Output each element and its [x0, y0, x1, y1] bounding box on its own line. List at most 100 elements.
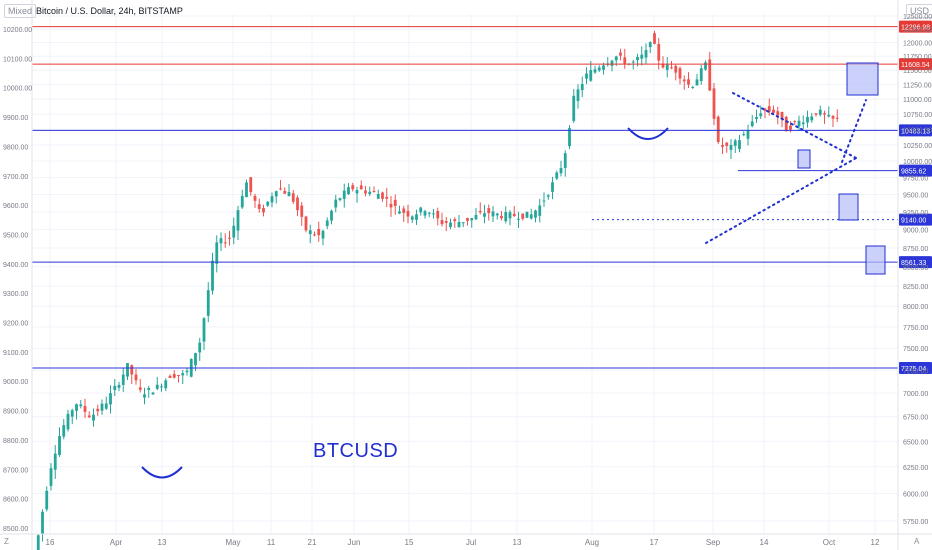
right-tick-label: 10750.00 [903, 112, 932, 119]
candle-body [202, 318, 206, 342]
candle-body [623, 57, 627, 64]
candle-body [296, 197, 299, 211]
right-tick-label: 6250.00 [903, 465, 928, 472]
x-tick-label: 11 [267, 538, 276, 547]
candle-body [338, 198, 342, 201]
right-tick-label: 9500.00 [903, 192, 928, 199]
left-tick-label: 9900.00 [3, 115, 28, 122]
x-tick-label: Aug [585, 538, 599, 547]
candle-body [563, 153, 567, 168]
price-level-tag [899, 20, 932, 33]
candle-body [104, 403, 108, 409]
candle-body [270, 196, 274, 203]
right-tick-label: 12250.00 [903, 27, 932, 34]
candle-body [100, 403, 104, 411]
candle-body [500, 215, 503, 219]
x-tick-label: Sep [706, 538, 721, 547]
x-tick-label: May [225, 538, 240, 547]
projection-box [865, 245, 886, 275]
candle-body [253, 195, 257, 201]
candle-body [308, 230, 312, 235]
candle-body [389, 203, 393, 208]
candle-body [419, 207, 423, 213]
candle-body [704, 62, 707, 70]
right-tick-label: 7000.00 [903, 391, 928, 398]
right-tick-label: 11000.00 [903, 97, 932, 104]
x-tick-label: 15 [405, 538, 414, 547]
candle-body [334, 199, 338, 208]
left-tick-label: 9400.00 [3, 262, 28, 269]
candle-body [466, 218, 469, 221]
ticker-annotation: BTCUSD [313, 440, 399, 462]
candle-body [427, 212, 431, 214]
candle-body [491, 211, 495, 217]
candle-body [551, 182, 554, 192]
candle-body [818, 109, 822, 115]
candle-body [185, 370, 189, 373]
candle-body [436, 211, 440, 219]
candle-body [70, 410, 74, 417]
candle-body [793, 121, 797, 123]
candle-body [206, 290, 210, 316]
candle-body [661, 63, 665, 68]
candle-body [746, 130, 750, 139]
auto-scale-button[interactable]: A [914, 537, 920, 546]
right-tick-label: 12000.00 [903, 41, 932, 48]
candle-body [585, 73, 588, 79]
candle-body [665, 64, 669, 70]
candle-body [525, 211, 529, 218]
candle-body [487, 208, 491, 214]
timezone-button[interactable]: Z [4, 537, 9, 546]
projection-box [797, 149, 811, 169]
price-level-tag-text: 8561.33 [901, 260, 926, 267]
candle-body [580, 84, 584, 91]
projection-box [846, 62, 879, 96]
price-level-tag [899, 58, 932, 71]
candle-body [372, 190, 376, 192]
candle-body [257, 204, 261, 209]
candle-body [517, 218, 520, 220]
candle-body [444, 221, 448, 223]
price-level-tag-text: 9140.00 [901, 218, 926, 225]
candle-body [347, 187, 350, 195]
currency-button[interactable]: USD [906, 4, 932, 18]
candle-body [729, 144, 733, 150]
candle-body [831, 115, 835, 119]
candle-body [678, 68, 682, 79]
price-level-tag-text: 11608.54 [901, 62, 930, 69]
candle-body [109, 393, 112, 405]
candle-body [194, 353, 197, 366]
candle-body [283, 190, 287, 194]
right-tick-label: 8250.00 [903, 284, 928, 291]
rounding-bottom-arc [627, 127, 669, 140]
candle-body [572, 95, 576, 121]
candle-body [313, 234, 316, 236]
candle-body [155, 384, 159, 389]
left-tick-label: 10200.00 [3, 27, 32, 34]
candle-body [610, 60, 614, 66]
right-tick-label: 5750.00 [903, 519, 928, 526]
candle-body [521, 213, 525, 219]
x-tick-label: 14 [760, 538, 769, 547]
candle-body [614, 56, 618, 61]
x-tick-label: 21 [308, 538, 317, 547]
candle-body [368, 191, 372, 195]
x-tick-label: 17 [650, 538, 659, 547]
chart-title: Bitcoin / U.S. Dollar, 24h, BITSTAMP [36, 6, 183, 16]
candle-body [53, 453, 57, 470]
candle-body [151, 392, 155, 395]
candle-body [640, 54, 644, 59]
candle-body [304, 216, 308, 231]
candle-body [483, 213, 486, 217]
left-tick-label: 9300.00 [3, 291, 28, 298]
right-tick-label: 11750.00 [903, 54, 932, 61]
candle-body [359, 185, 363, 190]
candle-body [130, 365, 134, 375]
candle-body [223, 242, 227, 244]
candle-body [457, 222, 461, 228]
candle-body [432, 213, 435, 215]
scale-mode-button[interactable]: Mixed [4, 4, 37, 18]
left-tick-label: 8600.00 [3, 497, 28, 504]
right-tick-label: 11250.00 [903, 83, 932, 90]
